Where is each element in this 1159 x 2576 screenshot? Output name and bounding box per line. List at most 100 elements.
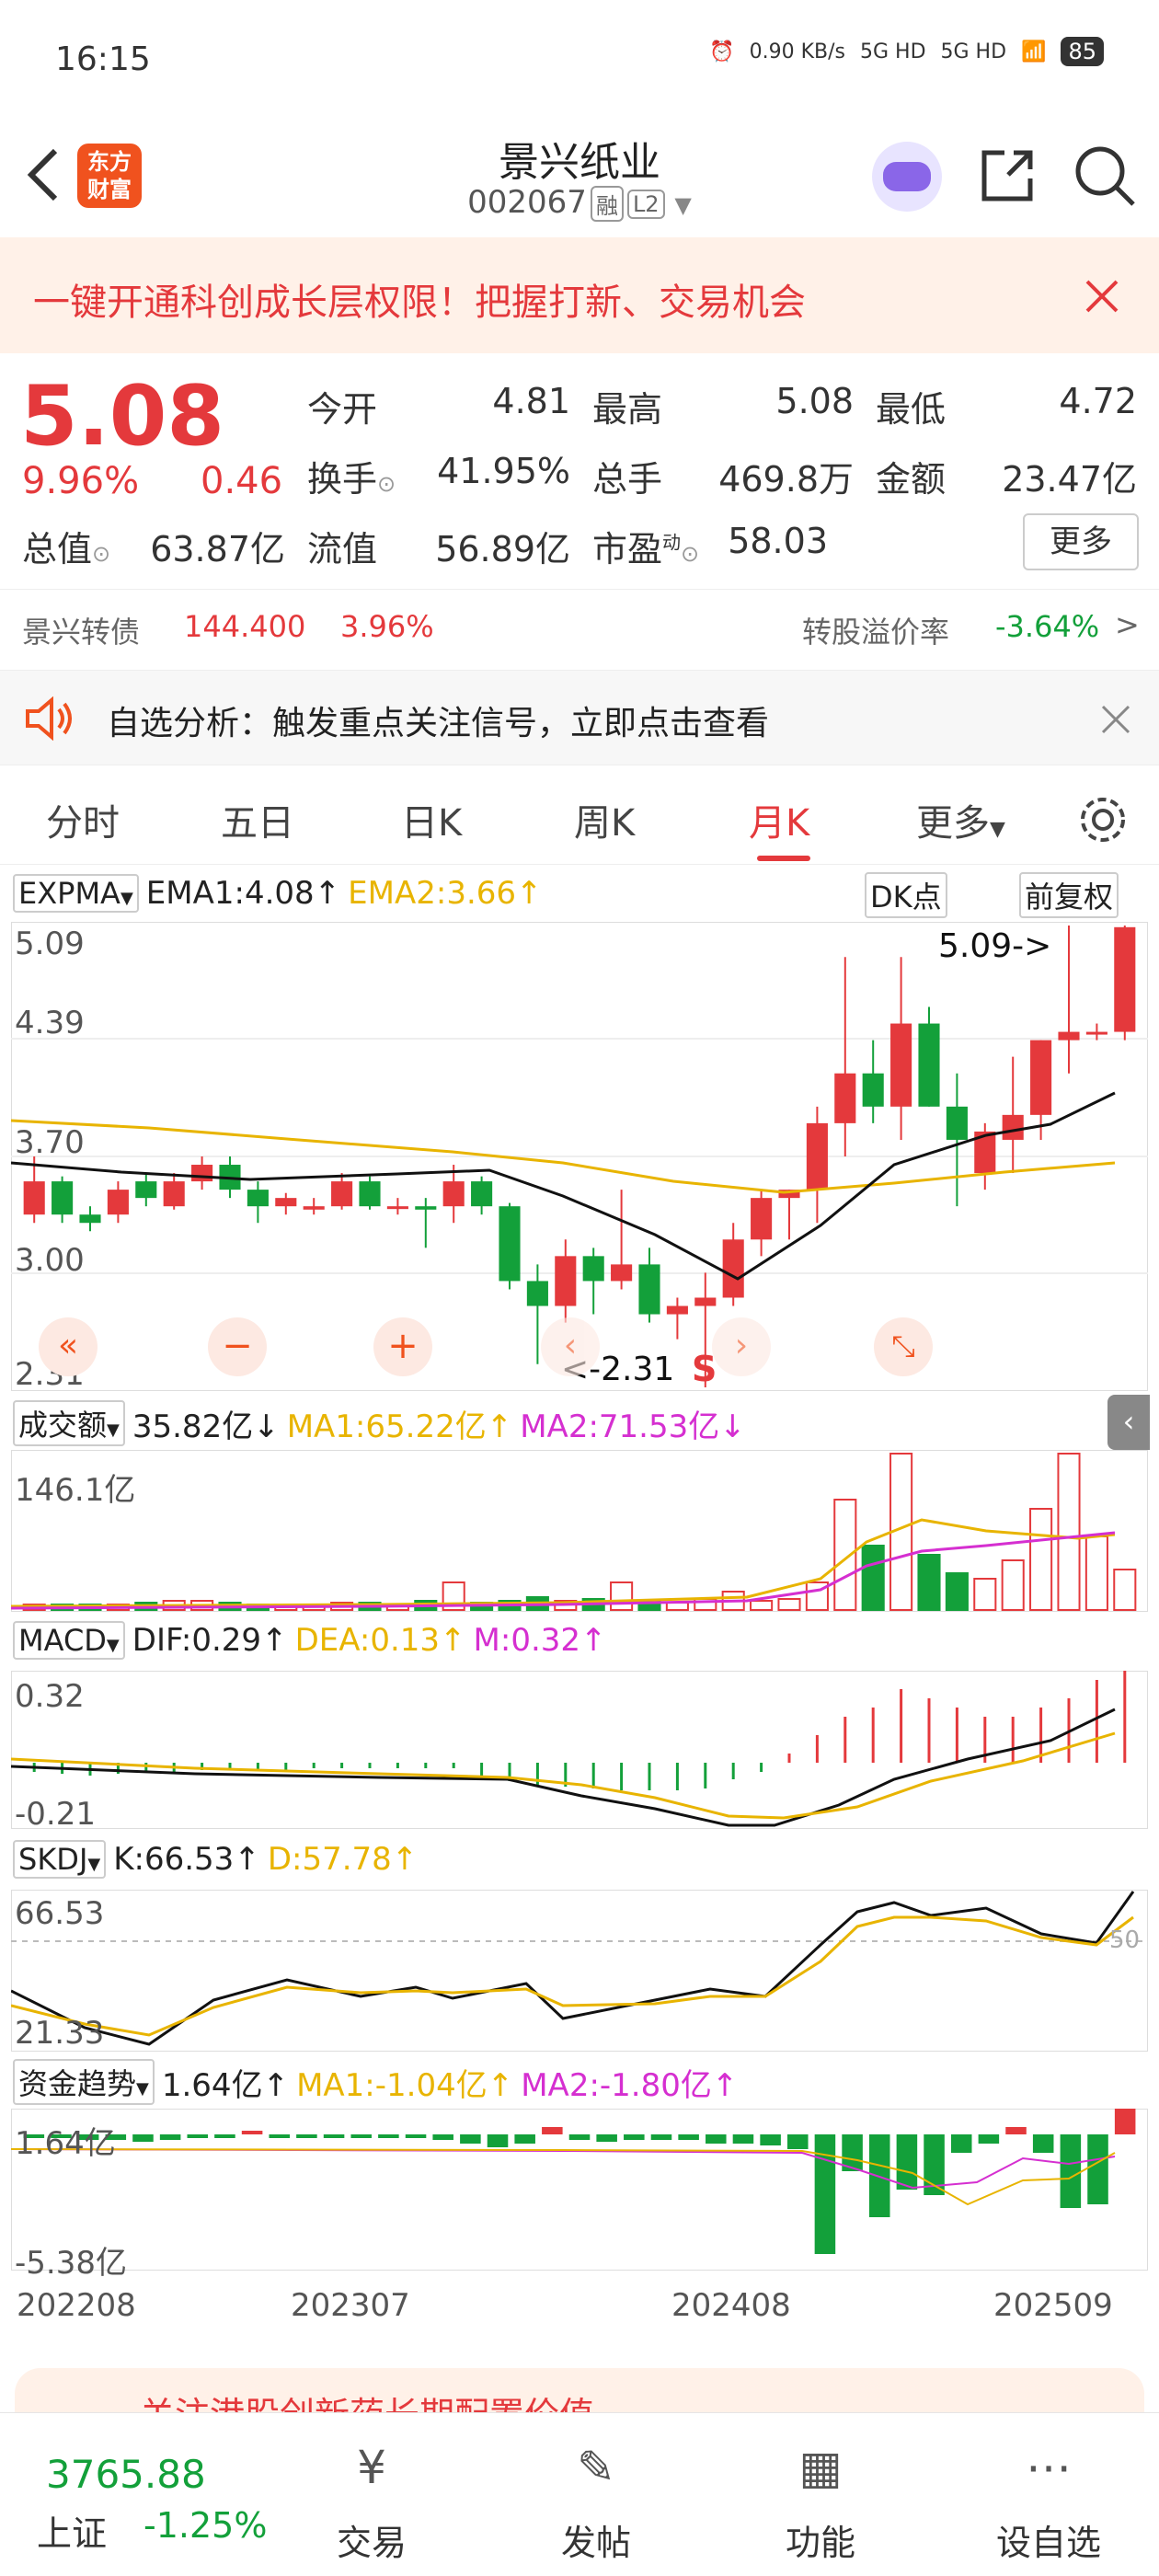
adjust-button[interactable]: 前复权 [1019, 872, 1119, 918]
close-icon[interactable] [1084, 278, 1120, 315]
status-time: 16:15 [55, 40, 151, 78]
fund-axis-top: 1.64亿 [15, 2125, 116, 2162]
candle [526, 1264, 548, 1364]
fund-bar [296, 2134, 317, 2138]
collapse-panel-icon[interactable]: ‹ [1107, 1395, 1150, 1450]
fund-bar [624, 2134, 645, 2140]
analysis-banner[interactable]: 自选分析：触发重点关注信号，立即点击查看 [0, 670, 1159, 765]
fund-indicator-select[interactable]: 资金趋势▼ [13, 2059, 155, 2105]
candle [1058, 926, 1080, 1074]
fund-bar [432, 2134, 453, 2140]
candle [890, 957, 912, 1140]
volume-indicator-select[interactable]: 成交额▼ [13, 1400, 125, 1446]
fund-bar [159, 2134, 181, 2140]
expand-icon[interactable]: ⤡ [874, 1317, 933, 1376]
change-percent: 9.96% [22, 460, 140, 502]
zoom-in-icon[interactable]: + [373, 1317, 432, 1376]
tab-intraday[interactable]: 分时 [46, 802, 120, 845]
tab-monthly[interactable]: 月K [749, 802, 810, 845]
prev-icon[interactable]: ‹ [541, 1317, 600, 1376]
more-button[interactable]: 更多 [1023, 513, 1139, 570]
candle [1085, 1023, 1107, 1041]
nav-trade[interactable]: 交易 [336, 2523, 407, 2563]
nav-post[interactable]: 发帖 [560, 2523, 631, 2563]
candle [499, 1202, 521, 1290]
fund-indicator-row: 资金趋势▼ 1.64亿↑ MA1:-1.04亿↑ MA2:-1.80亿↑ [13, 2059, 738, 2105]
skdj-indicator-select[interactable]: SKDJ▼ [13, 1840, 107, 1879]
volume-bar [861, 1545, 885, 1611]
volume-value: 469.8万 [718, 459, 854, 500]
bottom-nav: 3765.88 上证 -1.25% ¥ 交易 ✎ 发帖 ▦ 功能 ⋯ 设自选 [0, 2412, 1159, 2576]
macd-indicator-select[interactable]: MACD▼ [13, 1621, 125, 1660]
high-label: 最高 [592, 389, 663, 430]
high-value: 5.08 [775, 381, 854, 421]
volume-ma1: MA1:65.22亿↑ [286, 1408, 513, 1445]
fund-bar [514, 2134, 535, 2144]
candle [1030, 1040, 1052, 1140]
bond-label[interactable]: 景兴转债 [22, 615, 141, 650]
fund-bar [650, 2134, 672, 2140]
back-icon[interactable] [24, 147, 61, 202]
tab-more[interactable]: 更多▼ [916, 802, 1005, 845]
main-indicator-select[interactable]: EXPMA▼ [13, 874, 139, 913]
fund-bar [924, 2134, 945, 2195]
index-value[interactable]: 3765.88 [46, 2452, 206, 2497]
y-axis-label: 5.09 [15, 926, 85, 962]
tab-daily[interactable]: 日K [401, 802, 463, 845]
fund-bar [868, 2134, 890, 2217]
index-name: 上证 [37, 2513, 108, 2554]
next-icon[interactable]: › [712, 1317, 771, 1376]
candle [751, 1190, 773, 1257]
tab-five-day[interactable]: 五日 [221, 802, 294, 845]
fund-axis-bottom: -5.38亿 [15, 2245, 127, 2282]
macd-axis-bottom: -0.21 [15, 1796, 96, 1833]
share-icon[interactable] [977, 145, 1038, 206]
fund-ma2: MA2:-1.80亿↑ [521, 2066, 739, 2104]
gear-icon[interactable] [1076, 793, 1130, 846]
tab-weekly[interactable]: 周K [574, 802, 636, 845]
info-icon[interactable]: ⊙ [681, 541, 700, 567]
stock-code-line[interactable]: 002067 融 L2 ▼ [0, 184, 1159, 222]
volume-bar [1057, 1453, 1081, 1611]
more-dots-icon: ⋯ [1026, 2441, 1072, 2494]
volume-bar [1001, 1559, 1025, 1611]
chevron-down-icon: ▼ [990, 818, 1005, 841]
bond-percent: 3.96% [340, 609, 434, 644]
macd-dea: DEA:0.13↑ [294, 1622, 466, 1659]
fund-bar [51, 2134, 72, 2138]
fund-bar [187, 2134, 209, 2138]
fund-bar [1060, 2134, 1082, 2208]
ema1-line [11, 1091, 1116, 1281]
main-indicator-row: EXPMA▼ EMA1:4.08↑ EMA2:3.66↑ [13, 874, 543, 913]
macd-m: M:0.32↑ [473, 1622, 607, 1659]
fund-bar [978, 2134, 1000, 2144]
low-value: 4.72 [1059, 381, 1137, 421]
turnover-value: 41.95% [437, 451, 570, 491]
analysis-text: 自选分析：触发重点关注信号，立即点击查看 [107, 705, 770, 742]
chevron-right-icon[interactable]: > [1115, 607, 1140, 642]
search-icon[interactable] [1073, 144, 1137, 208]
skdj-axis-top: 66.53 [15, 1895, 105, 1932]
news-banner[interactable]: 关注港股创新药长期配置价值 [15, 2368, 1144, 2420]
candle [722, 1223, 744, 1306]
fund-bar [77, 2134, 99, 2140]
fund-chart [11, 2109, 1148, 2271]
dk-button[interactable]: DK点 [865, 872, 947, 918]
close-icon[interactable] [1100, 704, 1131, 735]
volume-bar [1113, 1569, 1137, 1611]
volume-bar [665, 1602, 689, 1611]
info-icon[interactable]: ⊙ [92, 541, 111, 567]
net-speed: 0.90 KB/s [749, 40, 845, 63]
fund-bar [1114, 2109, 1136, 2134]
scroll-left-icon[interactable]: « [39, 1317, 98, 1376]
nav-watchlist[interactable]: 设自选 [995, 2523, 1101, 2563]
nav-functions[interactable]: 功能 [785, 2523, 855, 2563]
candle [611, 1190, 633, 1290]
assistant-avatar-icon[interactable] [872, 142, 942, 212]
promo-banner[interactable]: 一键开通科创成长层权限！把握打新、交易机会 [0, 237, 1159, 353]
info-icon[interactable]: ⊙ [377, 471, 396, 497]
turnover-label: 换手⊙ [307, 459, 396, 500]
candle [191, 1156, 213, 1190]
candlestick-chart[interactable] [11, 922, 1148, 1391]
zoom-out-icon[interactable]: − [208, 1317, 267, 1376]
